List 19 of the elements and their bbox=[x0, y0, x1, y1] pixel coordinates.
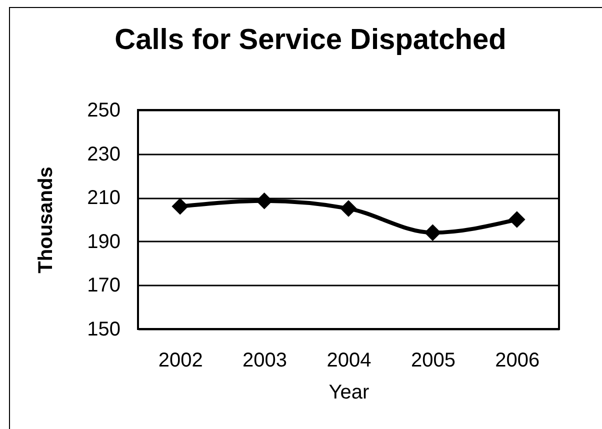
point bbox=[508, 211, 526, 228]
y-tick-label: 250 bbox=[87, 100, 120, 122]
x-tick-label: 2006 bbox=[495, 350, 540, 372]
point bbox=[424, 224, 442, 242]
x-axis-title: Year bbox=[328, 382, 370, 404]
y-tick-label: 150 bbox=[87, 318, 120, 340]
y-axis-title: Thousands bbox=[35, 166, 58, 274]
point bbox=[340, 200, 357, 217]
point bbox=[256, 192, 273, 210]
x-tick-label: 2003 bbox=[242, 350, 288, 372]
y-tick-label: 170 bbox=[87, 274, 120, 297]
y-tick-label: 230 bbox=[87, 143, 120, 166]
point bbox=[172, 198, 188, 215]
x-tick-label: 2004 bbox=[326, 350, 372, 372]
y-tick-label: 210 bbox=[87, 187, 120, 210]
x-tick-label: 2002 bbox=[158, 350, 203, 372]
y-tick-label: 190 bbox=[87, 230, 120, 253]
x-tick-label: 2005 bbox=[410, 350, 456, 372]
chart-title: Calls for Service Dispatched bbox=[114, 24, 506, 56]
